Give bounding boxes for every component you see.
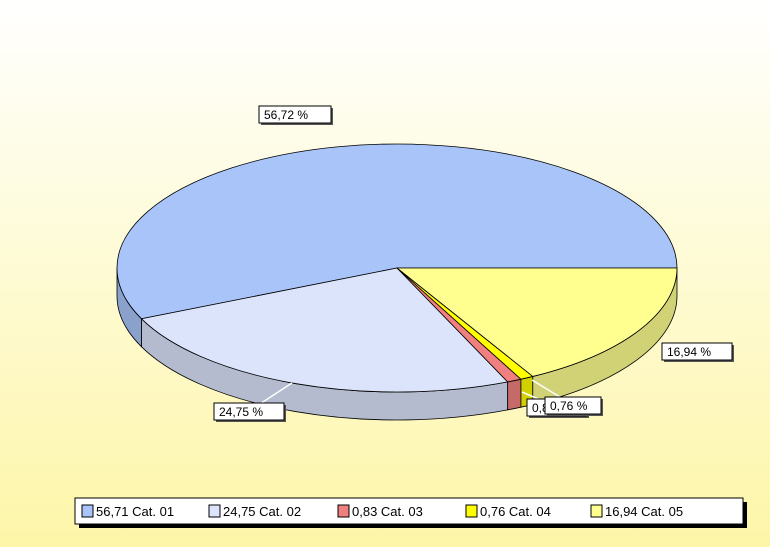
label-box-2 [213,402,285,421]
label-box-1 [258,105,332,124]
legend-swatch-5 [590,504,603,518]
legend-swatch-2 [208,504,221,518]
data-label-2: 24,75 % [219,405,263,419]
slice-5 [395,267,678,377]
data-label-4: 0,76 % [550,399,588,413]
slice-2 [140,267,509,393]
legend-label-3: 0,83 Cat. 03 [352,504,423,519]
legend-swatch-3 [337,504,350,518]
legend-label-1: 56,71 Cat. 01 [96,504,174,519]
data-label-1: 56,72 % [264,108,308,122]
legend-label-4: 0,76 Cat. 04 [480,504,551,519]
legend-swatch-1 [81,504,94,518]
data-label-5: 16,94 % [667,345,711,359]
legend-swatch-4 [465,504,478,518]
pie-tops [116,143,678,393]
label-box-4 [544,396,602,415]
legend-label-5: 16,94 Cat. 05 [605,504,683,519]
slice-1 [116,143,678,320]
data-labels: 56,72 %24,75 %0,83 %0,76 %16,94 % [213,105,734,422]
label-box-5 [661,342,733,361]
legend-box [74,497,744,525]
slice-side-3 [507,378,522,411]
legend: 56,71 Cat. 01 24,75 Cat. 02 0,83 Cat. 03 0,… [74,497,747,528]
legend-label-2: 24,75 Cat. 02 [223,504,301,519]
